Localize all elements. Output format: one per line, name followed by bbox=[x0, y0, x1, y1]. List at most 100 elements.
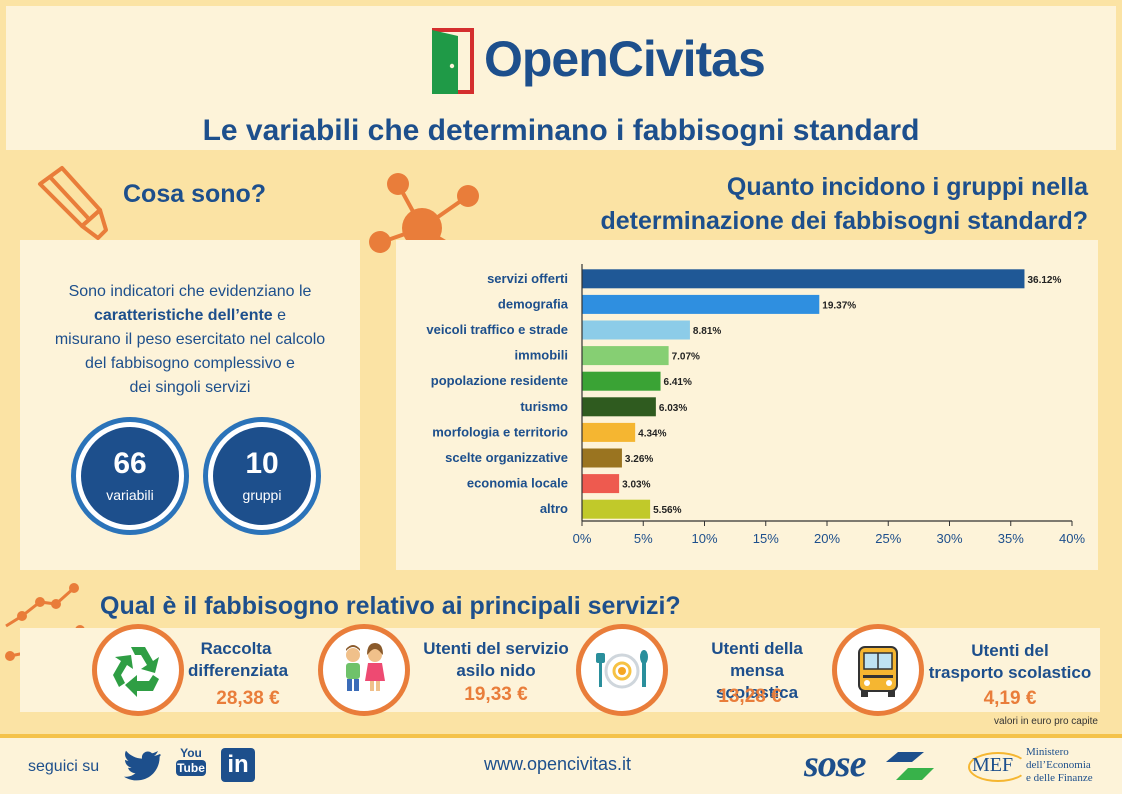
service-mensa-value: 13,28 € bbox=[718, 686, 782, 707]
x-tick-label: 40% bbox=[1059, 531, 1085, 546]
service-recycle-label-1: Raccolta bbox=[200, 639, 272, 658]
value-label: 7.07% bbox=[672, 352, 700, 363]
chart-title-line1: Quanto incidono i gruppi nella bbox=[726, 173, 1088, 201]
bar bbox=[582, 422, 636, 442]
x-tick-label: 20% bbox=[814, 531, 840, 546]
service-asilo-value: 19,33 € bbox=[464, 684, 528, 705]
page-title: Le variabili che determinano i fabbisogn… bbox=[202, 114, 920, 147]
info-box: Sono indicatori che evidenziano le carat… bbox=[20, 240, 360, 570]
logo-text: OpenCivitas bbox=[484, 31, 766, 87]
school-bus-icon bbox=[858, 646, 898, 697]
value-label: 3.03% bbox=[622, 480, 650, 491]
service-mensa-label-1: Utenti della bbox=[711, 639, 803, 658]
website-link[interactable]: www.opencivitas.it bbox=[484, 754, 632, 774]
category-label: economia locale bbox=[467, 476, 568, 491]
ministry-name: Ministero dell’Economia e delle Finanze bbox=[1026, 746, 1093, 785]
category-label: demografia bbox=[498, 296, 569, 311]
value-label: 3.26% bbox=[625, 454, 653, 465]
bar bbox=[582, 448, 622, 468]
service-mensa-label-2: mensa scolastica bbox=[715, 661, 799, 702]
youtube-you: You bbox=[180, 746, 202, 760]
bar-chart: servizi offerti 36.12% demografia 19.37% vei… bbox=[426, 264, 1085, 546]
x-tick-label: 0% bbox=[573, 531, 592, 546]
twitter-icon[interactable] bbox=[124, 750, 162, 782]
service-trasporto bbox=[832, 624, 924, 716]
service-asilo-label-2: asilo nido bbox=[456, 661, 536, 680]
values-note: valori in euro pro capite bbox=[994, 716, 1098, 727]
ministry-line1: Ministero bbox=[1026, 746, 1069, 758]
chart-title-line2: determinazione dei fabbisogni standard? bbox=[600, 207, 1088, 235]
bar bbox=[582, 371, 661, 391]
value-label: 6.41% bbox=[664, 377, 692, 388]
service-asilo bbox=[318, 624, 410, 716]
value-label: 8.81% bbox=[693, 326, 721, 337]
footer-divider bbox=[0, 734, 1122, 738]
service-recycle-value: 28,38 € bbox=[216, 688, 280, 709]
category-label: immobili bbox=[515, 348, 568, 363]
bar bbox=[582, 269, 1025, 289]
service-recycle-label-2: differenziata bbox=[188, 661, 289, 680]
info-text-line5: dei singoli servizi bbox=[129, 379, 251, 396]
service-recycle-label: Raccolta differenziata bbox=[188, 638, 288, 682]
door-logo-icon bbox=[432, 28, 474, 94]
section-title-chart: Quanto incidono i gruppi nella determina… bbox=[500, 170, 1088, 238]
bar bbox=[582, 294, 820, 314]
mef-logo-ring bbox=[968, 752, 1028, 782]
category-label: veicoli traffico e strade bbox=[426, 322, 568, 337]
category-label: morfologia e territorio bbox=[432, 424, 568, 439]
section-title-cosa-sono: Cosa sono? bbox=[123, 180, 267, 208]
bar bbox=[582, 346, 669, 366]
children-icon bbox=[346, 643, 385, 691]
service-recycle bbox=[92, 624, 184, 716]
section-title-services: Qual è il fabbisogno relativo ai princip… bbox=[100, 592, 681, 620]
service-mensa-label: Utenti della mensa scolastica bbox=[692, 638, 822, 704]
category-label: altro bbox=[540, 501, 568, 516]
mef-logo: MEF bbox=[972, 754, 1014, 776]
bar bbox=[582, 474, 620, 494]
x-tick-label: 5% bbox=[634, 531, 653, 546]
service-asilo-label: Utenti del servizio asilo nido bbox=[408, 638, 584, 682]
category-label: scelte organizzative bbox=[445, 450, 568, 465]
service-asilo-label-1: Utenti del servizio bbox=[423, 639, 569, 658]
youtube-icon[interactable]: You Tube bbox=[176, 746, 206, 776]
bar bbox=[582, 397, 656, 417]
service-trasporto-label: Utenti del trasporto scolastico bbox=[928, 640, 1092, 684]
follow-label: seguici su bbox=[28, 758, 100, 775]
value-label: 6.03% bbox=[659, 403, 687, 414]
service-mensa bbox=[576, 624, 668, 716]
info-description: Sono indicatori che evidenziano le carat… bbox=[20, 280, 360, 400]
bar bbox=[582, 320, 690, 340]
ministry-line2: dell’Economia bbox=[1026, 759, 1091, 771]
value-label: 5.56% bbox=[653, 505, 681, 516]
plate-cutlery-icon bbox=[596, 650, 648, 689]
service-trasporto-label-2: trasporto scolastico bbox=[928, 663, 1092, 682]
x-tick-label: 35% bbox=[998, 531, 1024, 546]
info-text-e: e bbox=[272, 307, 287, 324]
service-trasporto-value: 4,19 € bbox=[983, 688, 1037, 709]
stat-variabili: 66 variabili bbox=[76, 422, 184, 530]
header: OpenCivitas Le variabili che determinano… bbox=[6, 6, 1116, 150]
value-label: 4.34% bbox=[638, 428, 666, 439]
value-label: 19.37% bbox=[822, 300, 856, 311]
info-text-bold: caratteristiche dell’ente bbox=[93, 307, 273, 324]
stat-gruppi-label: gruppi bbox=[242, 487, 282, 503]
stat-gruppi: 10 gruppi bbox=[208, 422, 316, 530]
sose-logo-mark-icon bbox=[886, 752, 934, 780]
value-label: 36.12% bbox=[1027, 275, 1061, 286]
x-tick-label: 10% bbox=[691, 531, 717, 546]
x-tick-label: 30% bbox=[936, 531, 962, 546]
footer: seguici su You Tube in www.opencivitas.i… bbox=[0, 738, 1122, 794]
bar bbox=[582, 499, 651, 519]
youtube-tube: Tube bbox=[176, 760, 206, 776]
category-label: turismo bbox=[520, 399, 568, 414]
x-tick-label: 25% bbox=[875, 531, 901, 546]
sose-logo: sose bbox=[804, 743, 866, 785]
stat-variabili-label: variabili bbox=[106, 487, 154, 503]
info-text-line4: del fabbisogno complessivo e bbox=[85, 355, 295, 372]
x-tick-label: 15% bbox=[753, 531, 779, 546]
category-label: popolazione residente bbox=[431, 373, 568, 388]
linkedin-icon[interactable]: in bbox=[221, 748, 255, 782]
recycle-icon bbox=[113, 647, 159, 697]
info-text-line3: misurano il peso esercitato nel calcolo bbox=[54, 331, 326, 348]
info-text-line1: Sono indicatori che evidenziano le bbox=[68, 283, 312, 300]
